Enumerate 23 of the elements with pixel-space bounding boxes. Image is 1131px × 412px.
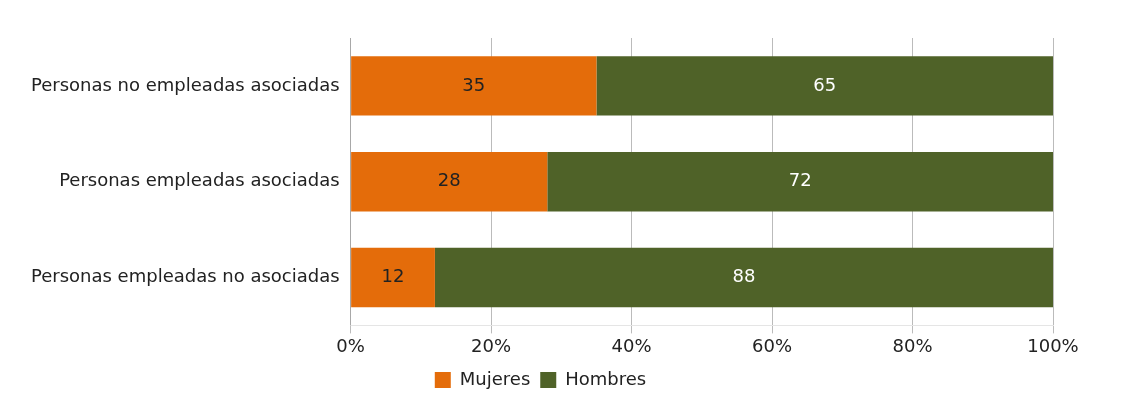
x-tick-label: 20% [471,334,512,356]
bar [596,56,1053,116]
bar [547,152,1053,212]
x-tick-label: 80% [892,334,933,356]
bar [351,247,435,308]
data-label: 72 [788,169,812,191]
y-tick-label: Personas empleadas asociadas [59,169,340,191]
y-tick-label: Personas no empleadas asociadas [31,73,340,95]
data-label: 65 [813,73,837,95]
bar [351,152,548,212]
data-label: 12 [381,265,405,287]
bar [434,247,1053,308]
x-tick-label: 0% [336,334,365,356]
legend-label: Hombres [565,367,647,389]
y-tick-label: Personas empleadas no asociadas [31,265,340,287]
data-label: 28 [437,169,461,191]
x-tick-label: 60% [752,334,793,356]
x-tick-label: 100% [1027,334,1079,356]
legend-label: Mujeres [459,367,531,389]
data-label: 88 [732,265,756,287]
x-tick-label: 40% [611,334,652,356]
data-label: 35 [462,73,486,95]
bar [351,56,597,116]
